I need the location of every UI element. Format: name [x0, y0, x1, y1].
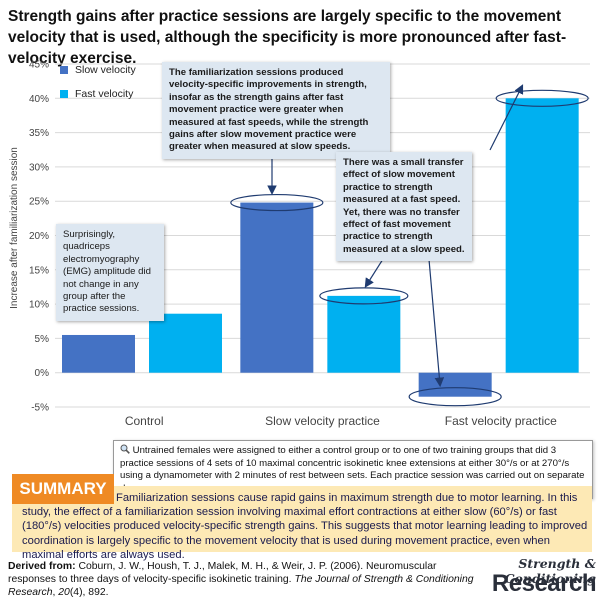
citation-authors: Coburn, J. W., Housh, T. J., Malek, M. H… [8, 561, 437, 585]
summary-text: Familiarization sessions cause rapid gai… [22, 492, 588, 561]
legend-swatch-slow [60, 66, 68, 74]
highlight-ellipses [230, 89, 589, 407]
bar-slow-0 [62, 334, 135, 373]
brand-logo-bottom: Research [491, 570, 597, 597]
citation-volume: 20 [58, 587, 70, 598]
category-label: Fast velocity practice [445, 414, 557, 428]
chart-bars [62, 98, 579, 397]
highlight-ellipse-fast-practice [495, 89, 589, 107]
highlight-ellipse-slow-practice [230, 193, 324, 212]
page-title: Strength gains after practice sessions a… [8, 8, 567, 67]
legend-label-fast: Fast velocity [75, 88, 134, 100]
summary-label: SUMMARY [12, 474, 114, 504]
citation-journal: The Journal of Strength & Conditioning R… [8, 574, 474, 598]
y-axis-ticks: -5% 0% 5% 10% 15% 20% 25% 30% 35% 40% 45% [29, 60, 49, 414]
citation: Derived from: Coburn, J. W., Housh, T. J… [8, 561, 474, 598]
y-axis-label: Increase after familiarization session [9, 147, 20, 309]
bar-slow-1 [240, 202, 314, 373]
annotation-transfer-effect: There was a small transfer effect of slo… [336, 152, 472, 262]
magnifier-icon [120, 444, 130, 454]
y-tick-label: 20% [29, 231, 49, 242]
y-tick-label: 45% [29, 60, 49, 71]
highlight-ellipse-no-transfer [408, 387, 502, 407]
bar-fast-2 [505, 98, 579, 373]
category-label: Control [125, 414, 164, 428]
legend-label-slow: Slow velocity [75, 64, 136, 76]
citation-prefix: Derived from: [8, 561, 76, 572]
bar-fast-0 [149, 313, 222, 373]
y-tick-label: 0% [35, 368, 50, 379]
y-tick-label: 25% [29, 197, 49, 208]
y-tick-label: 40% [29, 94, 49, 105]
y-tick-label: 35% [29, 128, 49, 139]
chart-legend: Slow velocity Fast velocity [60, 60, 160, 110]
y-tick-label: 5% [35, 334, 50, 345]
annotation-emg: Surprisingly, quadriceps electromyograph… [56, 224, 164, 321]
brand-logo-top: Strength & Conditioning [504, 556, 596, 586]
category-label: Slow velocity practice [265, 414, 380, 428]
legend-item-fast: Fast velocity [60, 88, 133, 100]
x-axis-categories: Control Slow velocity practice Fast veloci… [125, 414, 557, 428]
bar-slow-2 [418, 372, 492, 397]
highlight-ellipse-transfer [319, 287, 409, 305]
y-tick-label: 15% [29, 265, 49, 276]
legend-item-slow: Slow velocity [60, 64, 136, 76]
y-tick-label: 10% [29, 300, 49, 311]
arrow-to-no-transfer [427, 247, 445, 388]
legend-swatch-fast [60, 90, 68, 98]
bar-fast-1 [327, 295, 401, 373]
annotation-velocity-specific: The familiarization sessions produced ve… [162, 62, 390, 159]
arrow-to-fast-practice [489, 84, 524, 151]
y-tick-label: 30% [29, 162, 49, 173]
citation-issue-pages: (4), 892. [69, 587, 109, 598]
y-tick-label: -5% [31, 403, 49, 414]
